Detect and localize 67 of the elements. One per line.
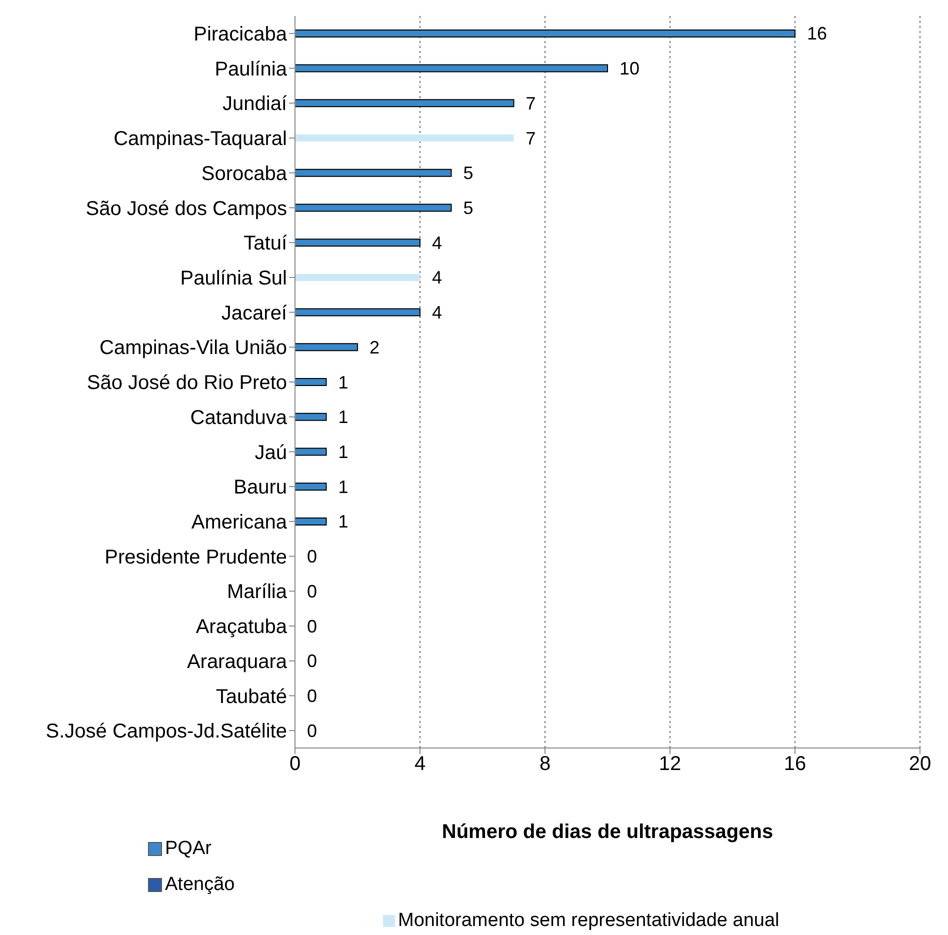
legend-label: Atenção [165,874,235,896]
data-label: 4 [432,268,442,288]
data-label: 4 [432,302,442,323]
bar [295,274,420,281]
bar [295,168,452,177]
data-label: 10 [620,58,640,79]
data-label: 0 [307,616,318,636]
bar [295,64,608,72]
bar [295,378,327,386]
y-tick-label: São José do Rio Preto [86,372,287,394]
data-label: 0 [307,686,318,706]
y-tick-label: Jacareí [221,302,288,324]
y-tick-label: Sorocaba [201,162,288,185]
data-label: 0 [307,720,318,741]
bar [295,343,358,352]
y-tick-label: Jundiaí [222,93,288,116]
y-tick-label: Paulínia [214,58,288,80]
bar [295,99,514,108]
data-label: 1 [338,512,348,532]
data-label: 0 [307,581,318,602]
bar [295,204,452,212]
bar [295,134,514,142]
y-tick-label: Piracicaba [194,24,288,46]
y-tick-label: Presidente Prudente [104,546,287,568]
bar [295,448,327,456]
x-tick-label: 8 [539,753,551,776]
bar [295,29,796,38]
y-tick-label: Tatuí [244,232,288,255]
x-axis-title: Número de dias de ultrapassagens [442,821,774,843]
x-tick-label: 20 [908,753,932,776]
data-label: 7 [526,93,536,114]
bar [295,517,327,526]
data-label: 4 [432,232,442,253]
y-tick-label: S.José Campos-Jd.Satélite [46,720,287,743]
data-label: 5 [463,163,474,184]
y-tick-label: Bauru [234,476,287,499]
y-tick-label: Paulínia Sul [180,268,287,290]
data-label: 5 [463,198,474,218]
bar [295,412,327,421]
bar [295,482,327,491]
x-tick-label: 16 [784,753,806,776]
y-tick-label: Jaú [254,442,287,464]
data-label: 1 [338,442,348,462]
y-tick-label: Araçatuba [196,616,288,638]
x-tick-label: 4 [414,753,426,776]
data-label: 16 [807,24,828,44]
legend-label: Monitoramento sem representatividade anual [398,910,780,932]
data-label: 0 [307,546,318,567]
y-tick-label: Americana [191,512,288,534]
data-label: 1 [338,407,348,428]
data-label: 2 [370,337,380,358]
data-label: 7 [526,128,536,148]
data-label: 1 [338,476,348,497]
y-tick-label: Taubaté [216,686,287,708]
x-tick-label: 12 [658,753,682,776]
y-tick-label: São José dos Campos [86,198,287,220]
y-tick-label: Marília [226,581,288,604]
y-tick-label: Catanduva [190,406,288,429]
y-tick-label: Campinas-Vila União [100,337,287,360]
y-tick-label: Araraquara [186,650,288,673]
y-tick-label: Campinas-Taquaral [114,128,287,150]
data-label: 0 [307,651,318,672]
x-tick-label: 0 [289,753,301,776]
legend-label: PQAr [165,838,212,860]
bar [295,238,420,247]
bar [295,308,420,316]
data-label: 1 [338,372,348,392]
